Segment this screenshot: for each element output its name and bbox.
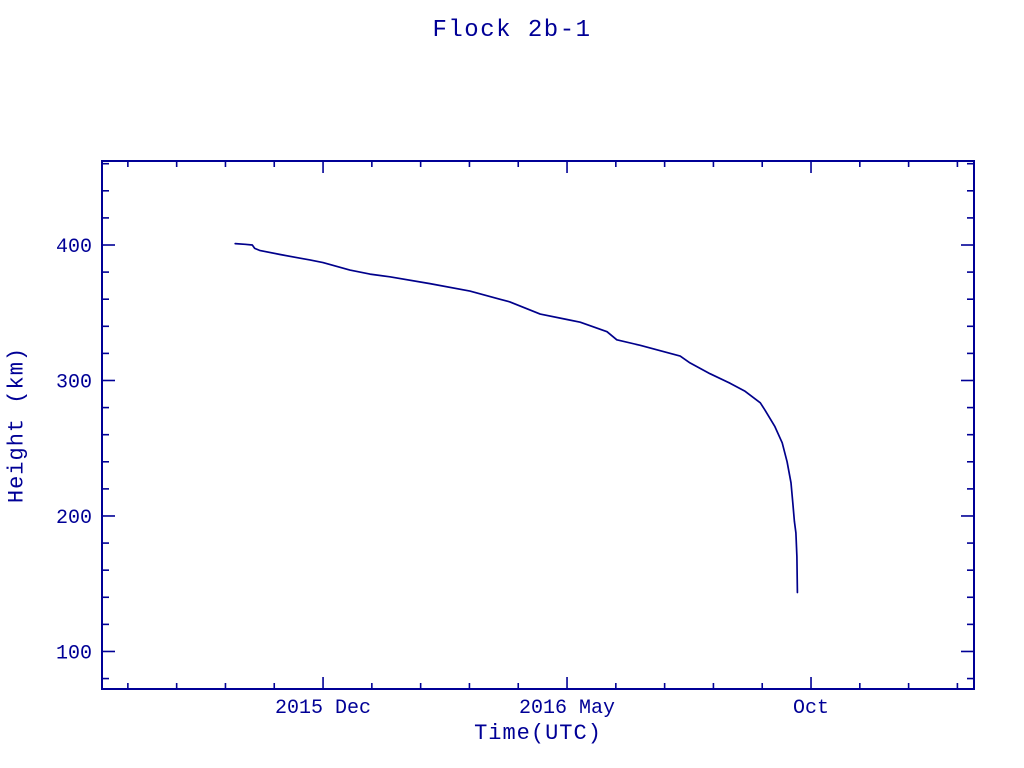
y-tick-label: 100 [56,642,92,665]
y-tick-label: 400 [56,236,92,259]
height-decay-curve [234,242,799,594]
y-tick-label: 200 [56,507,92,530]
x-tick-label: 2015 Dec [275,697,371,720]
x-tick-label: Oct [793,697,829,720]
y-tick-label: 300 [56,371,92,394]
x-tick-label: 2016 May [519,697,615,720]
x-axis-label: Time(UTC) [474,721,602,746]
chart-title: Flock 2b-1 [432,17,592,44]
plot-frame [101,160,975,690]
